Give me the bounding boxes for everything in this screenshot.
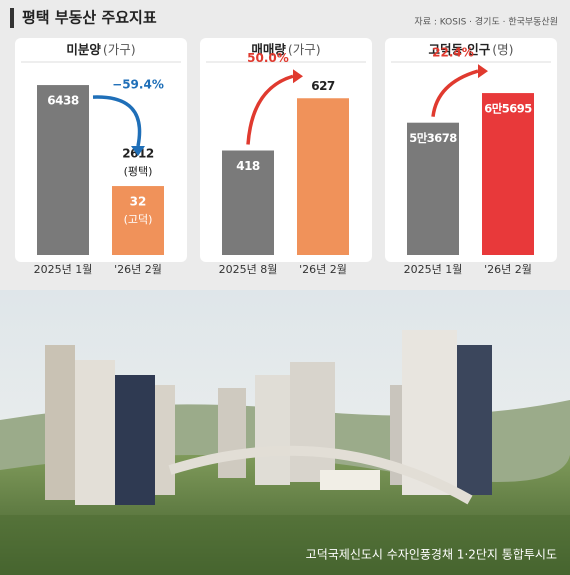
page-title: 평택 부동산 주요지표 bbox=[22, 9, 157, 27]
chart-unit: (가구) bbox=[288, 42, 321, 57]
change-arrowhead bbox=[293, 69, 303, 84]
chart-title: 고덕동 인구 (명) bbox=[428, 42, 513, 57]
title-marker bbox=[10, 8, 14, 28]
value-label: 627 bbox=[311, 79, 335, 93]
change-label: −59.4% bbox=[112, 78, 164, 92]
x-tick-label: '26년 2월 bbox=[114, 263, 162, 276]
chart-title-text: 미분양 bbox=[66, 42, 101, 57]
inner-value: 32 bbox=[130, 195, 147, 209]
change-arrowhead bbox=[478, 64, 488, 79]
value-label: 6만5695 bbox=[484, 102, 532, 116]
change-label: 22.4% bbox=[432, 46, 474, 60]
change-arrow bbox=[246, 74, 294, 145]
chart-title-text: 고덕동 인구 bbox=[428, 42, 490, 57]
point-note: (평택) bbox=[124, 165, 153, 178]
value-label: 5만3678 bbox=[409, 131, 457, 145]
value-label: 418 bbox=[236, 159, 260, 173]
change-arrow bbox=[92, 95, 142, 147]
chart-title: 미분양 (가구) bbox=[66, 42, 135, 57]
bar bbox=[482, 93, 534, 255]
photo-caption: 고덕국제신도시 수자인풍경채 1·2단지 통합투시도 bbox=[306, 548, 557, 562]
change-label: 50.0% bbox=[247, 51, 289, 65]
x-tick-label: '26년 2월 bbox=[299, 263, 347, 276]
bar bbox=[37, 85, 89, 255]
chart-unit: (가구) bbox=[103, 42, 136, 57]
bar bbox=[112, 186, 164, 255]
source: 자료 : KOSIS · 경기도 · 한국부동산원 bbox=[414, 16, 558, 28]
bar bbox=[407, 122, 459, 255]
chart-title-text: 매매량 bbox=[251, 42, 286, 57]
change-arrowhead bbox=[131, 146, 145, 157]
x-tick-label: 2025년 8월 bbox=[219, 263, 278, 276]
change-arrow bbox=[431, 69, 479, 117]
bar bbox=[222, 150, 274, 255]
value-label: 6438 bbox=[47, 94, 79, 108]
chart-title: 매매량 (가구) bbox=[251, 42, 320, 57]
chart-unit: (명) bbox=[492, 42, 513, 57]
x-tick-label: '26년 2월 bbox=[484, 263, 532, 276]
bar bbox=[297, 98, 349, 255]
x-tick-label: 2025년 1월 bbox=[404, 263, 463, 276]
x-tick-label: 2025년 1월 bbox=[34, 263, 93, 276]
inner-note: (고덕) bbox=[124, 213, 153, 226]
photo bbox=[0, 290, 570, 575]
